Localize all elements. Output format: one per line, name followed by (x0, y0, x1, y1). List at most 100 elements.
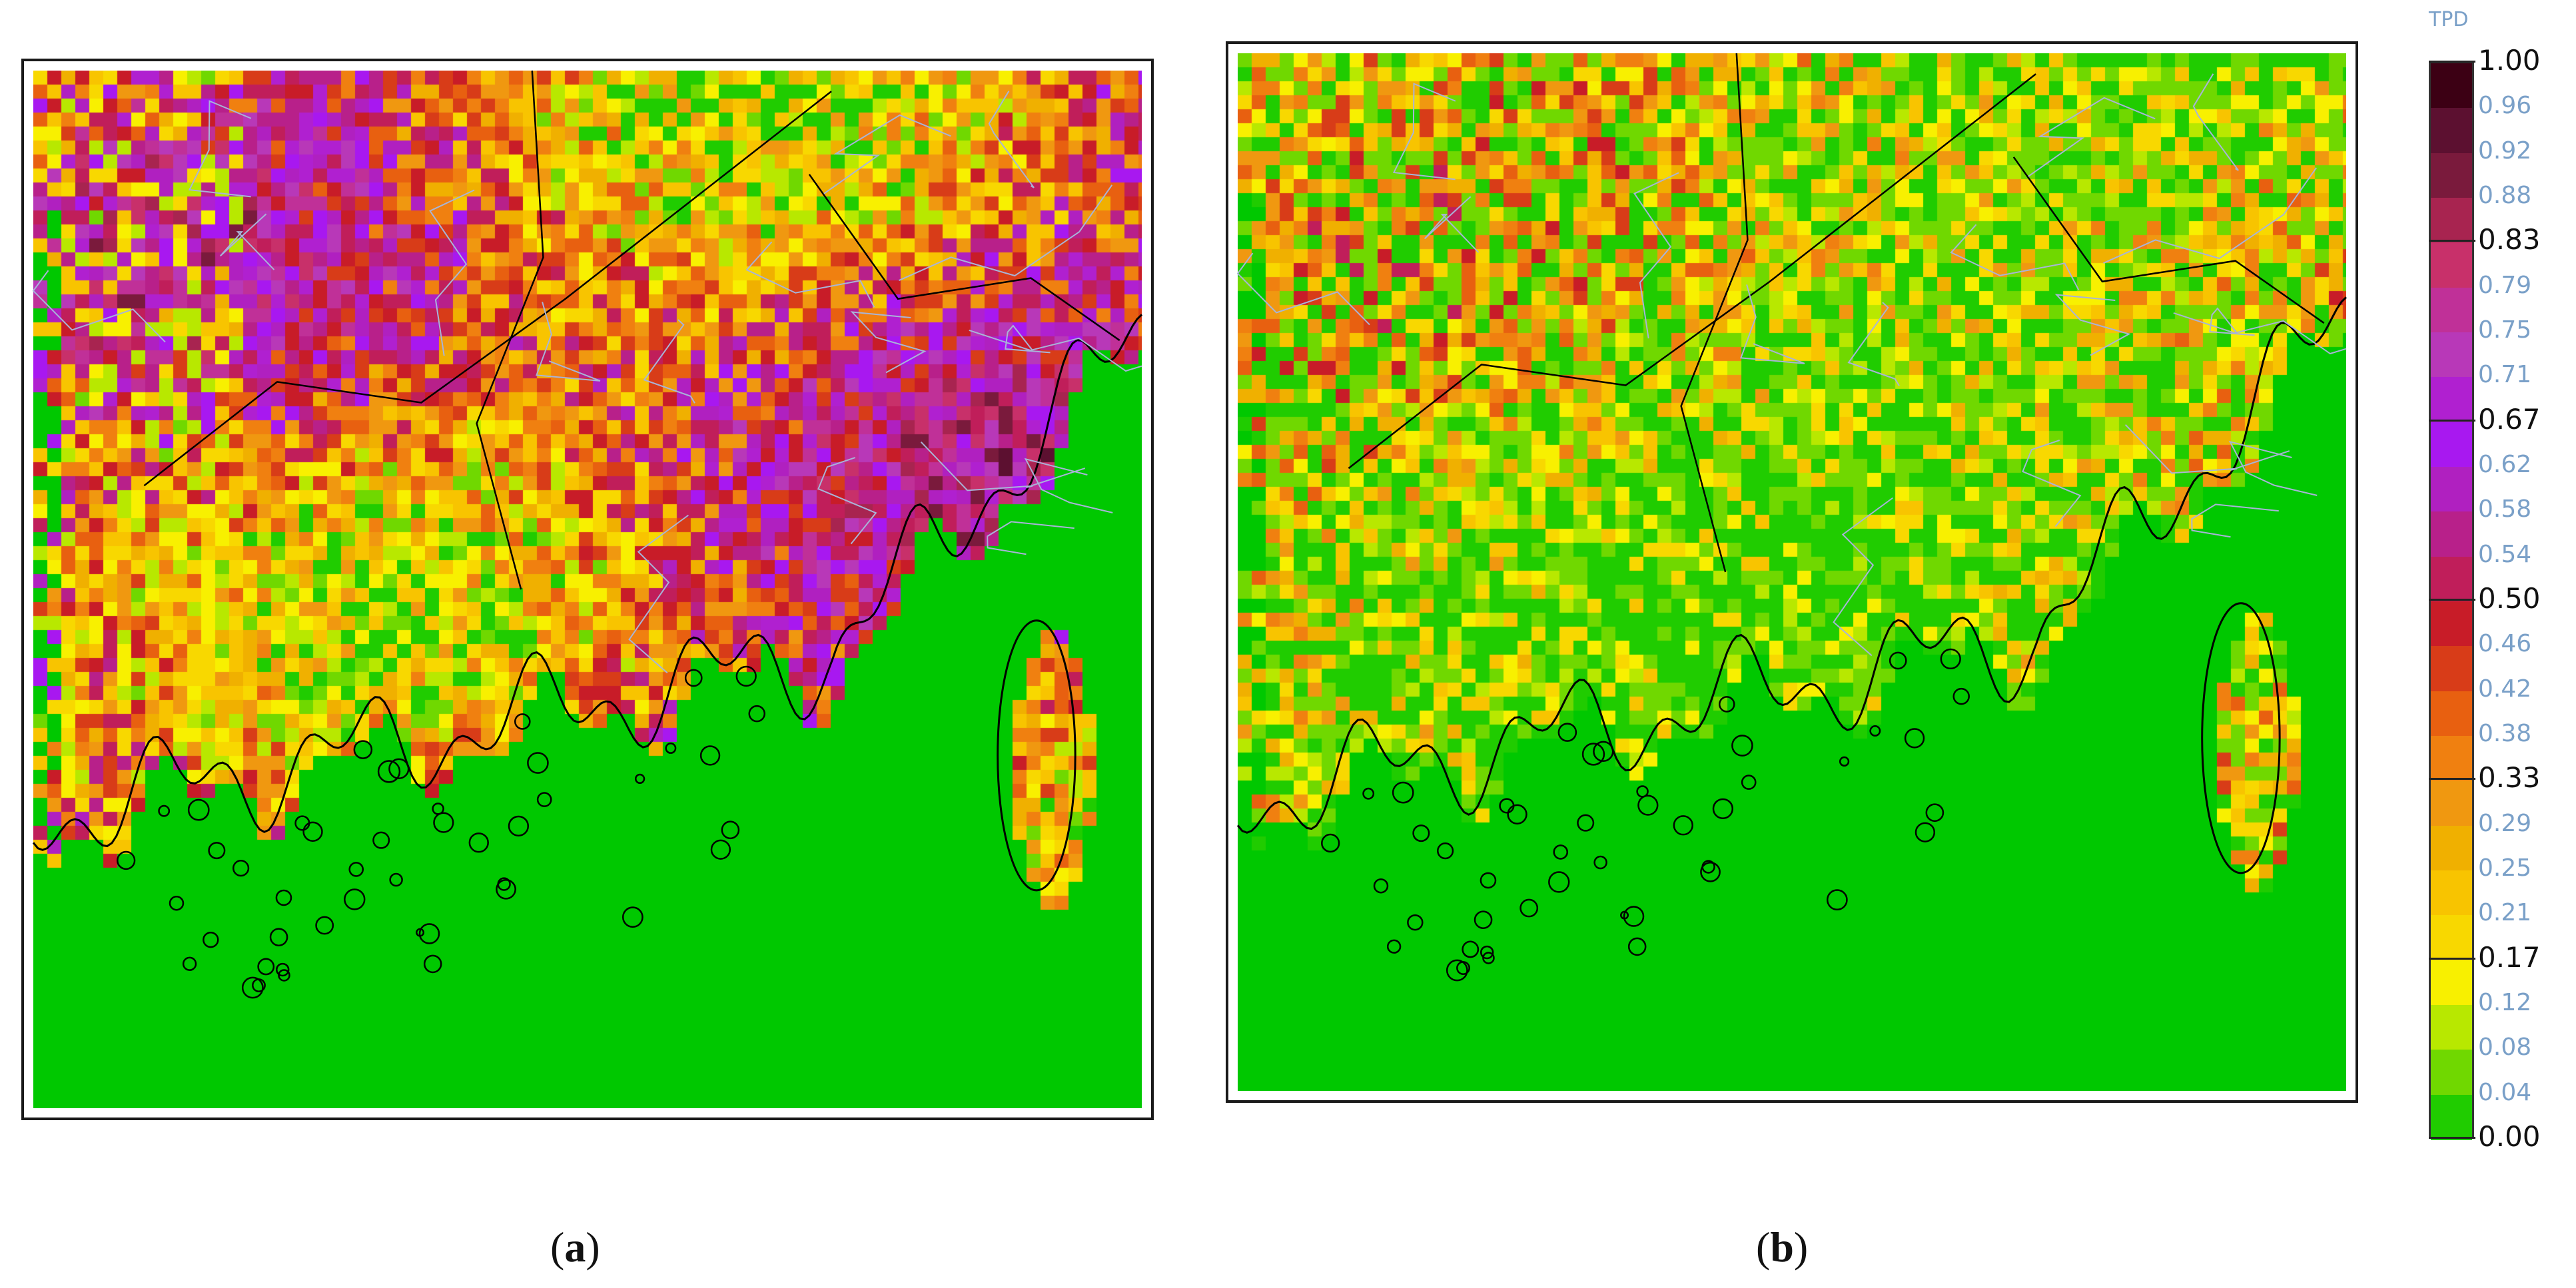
district-border (2103, 167, 2318, 264)
district-border (1740, 284, 1805, 364)
islet-outline (710, 839, 731, 860)
coastline-overlay-b (1236, 53, 2348, 982)
islet-outline (496, 878, 516, 900)
district-border (2228, 440, 2318, 496)
legend-colorbar (2429, 61, 2474, 1140)
coastline (1236, 296, 2348, 834)
legend-tick-label: 0.88 (2478, 182, 2532, 209)
islet-outline (1700, 861, 1721, 882)
legend-tick-label: 0.50 (2478, 582, 2541, 615)
islet-outline (353, 740, 373, 759)
islet-outline (252, 978, 266, 992)
islet-outline (1826, 889, 1848, 910)
district-border (988, 91, 1035, 188)
legend-swatch (2431, 601, 2472, 647)
islet-outline (275, 889, 292, 906)
islet-outline (377, 760, 401, 783)
legend-tick-label: 0.58 (2478, 495, 2532, 523)
legend-tick-label: 0.62 (2478, 451, 2532, 478)
district-border (1236, 252, 1370, 326)
islet-outline (1627, 937, 1647, 956)
map-panel-a (21, 59, 1154, 1120)
islet-outline (1456, 961, 1470, 975)
islet-outline (372, 831, 390, 849)
islet-outline (315, 916, 334, 935)
legend-tick-label: 0.75 (2478, 316, 2532, 344)
legend-swatch (2431, 467, 2472, 513)
island-outline (997, 619, 1076, 892)
islet-outline (536, 792, 552, 807)
province-border (476, 70, 544, 590)
islet-outline (203, 931, 219, 948)
legend-tick-label: 0.00 (2478, 1120, 2541, 1153)
legend-tick-label: 0.12 (2478, 989, 2532, 1016)
islet-outline (182, 956, 197, 971)
islet-outline (1712, 798, 1734, 819)
legend-swatch (2431, 556, 2472, 602)
islet-outline (1904, 728, 1925, 749)
islet-outline (684, 669, 703, 687)
district-border (536, 302, 601, 382)
legend-swatch (2431, 1050, 2472, 1096)
islet-outline (1581, 743, 1605, 766)
legend-tick-label: 0.04 (2478, 1078, 2532, 1106)
islet-outline (1482, 952, 1495, 964)
islet-outline (294, 815, 310, 831)
islet-outline (1623, 906, 1645, 927)
legend-swatch (2431, 153, 2472, 198)
islet-outline (721, 820, 740, 840)
district-border (2028, 97, 2156, 177)
legend-tick-label: 0.42 (2478, 675, 2532, 703)
district-border (920, 442, 1086, 491)
legend-tick-label: 0.79 (2478, 271, 2532, 299)
islet-outline (1462, 940, 1480, 958)
legend-major-line (2429, 1137, 2475, 1139)
islet-outline (1499, 798, 1515, 814)
district-border (188, 100, 252, 198)
legend-swatch (2431, 646, 2472, 692)
islet-outline (1719, 696, 1735, 713)
legend-swatch (2431, 915, 2472, 961)
islet-outline (432, 803, 444, 815)
legend-tick-label: 0.83 (2478, 223, 2541, 256)
legend-tick-label: 0.96 (2478, 92, 2532, 120)
islet-outline (1362, 787, 1375, 800)
district-border (987, 521, 1074, 555)
legend-major-line (2429, 778, 2475, 781)
islet-outline (241, 976, 264, 999)
legend-tick-label: 0.92 (2478, 137, 2532, 164)
islet-outline (208, 842, 226, 860)
islet-outline (735, 665, 757, 687)
legend-swatch (2431, 108, 2472, 154)
legend-swatch (2431, 825, 2472, 871)
district-border (817, 457, 877, 545)
islet-outline (1636, 785, 1649, 798)
legend-major-line (2429, 240, 2475, 242)
islet-outline (508, 815, 530, 836)
district-border (1847, 302, 1900, 386)
legend-tick-label: 1.00 (2478, 44, 2541, 77)
district-border (899, 184, 1113, 281)
islet-outline (1507, 804, 1527, 824)
islet-outline (269, 928, 288, 946)
islet-outline (1474, 910, 1493, 929)
province-border (1680, 53, 1749, 573)
islet-outline (1446, 959, 1468, 982)
tpd-raster-b (1238, 53, 2346, 1091)
islet-outline (1593, 855, 1607, 870)
province-border (143, 91, 832, 487)
islet-outline (276, 962, 290, 977)
map-panel-b (1226, 41, 2358, 1103)
islet-outline (699, 745, 721, 766)
islet-outline (1577, 814, 1595, 832)
legend-major-line (2429, 419, 2475, 422)
legend-swatch (2431, 242, 2472, 288)
legend-tick-label: 0.46 (2478, 630, 2532, 658)
islet-outline (169, 896, 185, 911)
island-outline (2201, 602, 2281, 874)
legend-swatch (2431, 63, 2472, 109)
legend-swatch (2431, 198, 2472, 244)
district-border (2192, 73, 2239, 171)
islet-outline (257, 958, 275, 976)
islet-outline (1839, 756, 1850, 767)
